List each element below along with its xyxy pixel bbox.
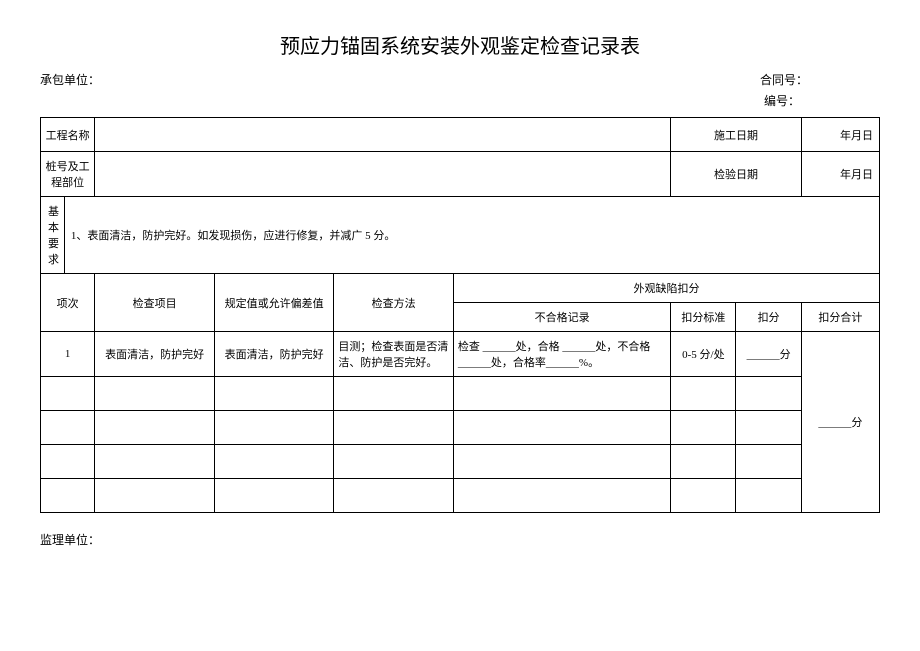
col-deduct: 扣分 [736, 303, 801, 332]
project-name-value [95, 118, 671, 152]
cell-spec: 表面清洁，防护完好 [214, 332, 334, 377]
supervisor-label: 监理单位： [40, 531, 880, 548]
project-name-label: 工程名称 [41, 118, 95, 152]
cell-std [671, 445, 736, 479]
table-row: 1 表面清洁，防护完好 表面清洁，防护完好 目测；检查表面是否清洁、防护是否完好… [41, 332, 880, 377]
table-row [41, 479, 880, 513]
requirement-text: 1、表面清洁，防护完好。如发现损伤，应进行修复，并减广 5 分。 [64, 197, 879, 274]
col-deduct-total: 扣分合计 [801, 303, 879, 332]
cell-record: 检查 ______处，合格 ______处，不合格 ______处，合格率___… [453, 332, 670, 377]
cell-seq [41, 411, 95, 445]
cell-method [334, 377, 454, 411]
table-row [41, 411, 880, 445]
cell-record [453, 479, 670, 513]
cell-method [334, 445, 454, 479]
page-title: 预应力锚固系统安装外观鉴定检查记录表 [40, 30, 880, 59]
cell-spec [214, 377, 334, 411]
col-seq: 项次 [41, 274, 95, 332]
contractor-label: 承包单位： [40, 71, 240, 88]
cell-deduct [736, 377, 801, 411]
inspection-date-label: 检验日期 [671, 152, 801, 197]
cell-record [453, 377, 670, 411]
construction-date-value: 年月日 [801, 118, 879, 152]
col-check-item: 检查项目 [95, 274, 215, 332]
cell-item: 表面清洁，防护完好 [95, 332, 215, 377]
cell-method [334, 411, 454, 445]
col-deduct-std: 扣分标准 [671, 303, 736, 332]
cell-spec [214, 445, 334, 479]
construction-date-label: 施工日期 [671, 118, 801, 152]
cell-deduct [736, 411, 801, 445]
cell-item [95, 377, 215, 411]
serial-no-label: 编号： [40, 92, 880, 109]
cell-record [453, 411, 670, 445]
cell-item [95, 445, 215, 479]
contract-no-label: 合同号： [760, 71, 880, 88]
table-row [41, 445, 880, 479]
column-header-row-1: 项次 检查项目 规定值或允许偏差值 检查方法 外观缺陷扣分 [41, 274, 880, 303]
cell-seq [41, 479, 95, 513]
cell-total: ______分 [801, 332, 879, 513]
header-meta: 承包单位： 合同号： [40, 71, 880, 88]
main-table: 工程名称 施工日期 年月日 桩号及工程部位 检验日期 年月日 基本要求 1、表面… [40, 117, 880, 513]
pile-value [95, 152, 671, 197]
cell-std [671, 377, 736, 411]
cell-deduct: ______分 [736, 332, 801, 377]
col-spec: 规定值或允许偏差值 [214, 274, 334, 332]
cell-std [671, 411, 736, 445]
cell-deduct [736, 445, 801, 479]
cell-seq [41, 377, 95, 411]
requirement-label: 基本要求 [41, 197, 65, 274]
info-row-2: 桩号及工程部位 检验日期 年月日 [41, 152, 880, 197]
col-defect-header: 外观缺陷扣分 [453, 274, 879, 303]
col-method: 检查方法 [334, 274, 454, 332]
cell-item [95, 479, 215, 513]
table-row [41, 377, 880, 411]
cell-seq: 1 [41, 332, 95, 377]
cell-deduct [736, 479, 801, 513]
requirement-row: 基本要求 1、表面清洁，防护完好。如发现损伤，应进行修复，并减广 5 分。 [41, 197, 880, 274]
cell-record [453, 445, 670, 479]
cell-std: 0-5 分/处 [671, 332, 736, 377]
pile-label: 桩号及工程部位 [41, 152, 95, 197]
col-fail-record: 不合格记录 [453, 303, 670, 332]
info-row-1: 工程名称 施工日期 年月日 [41, 118, 880, 152]
cell-spec [214, 411, 334, 445]
cell-spec [214, 479, 334, 513]
cell-std [671, 479, 736, 513]
inspection-date-value: 年月日 [801, 152, 879, 197]
cell-method: 目测；检查表面是否清洁、防护是否完好。 [334, 332, 454, 377]
cell-item [95, 411, 215, 445]
cell-seq [41, 445, 95, 479]
cell-method [334, 479, 454, 513]
